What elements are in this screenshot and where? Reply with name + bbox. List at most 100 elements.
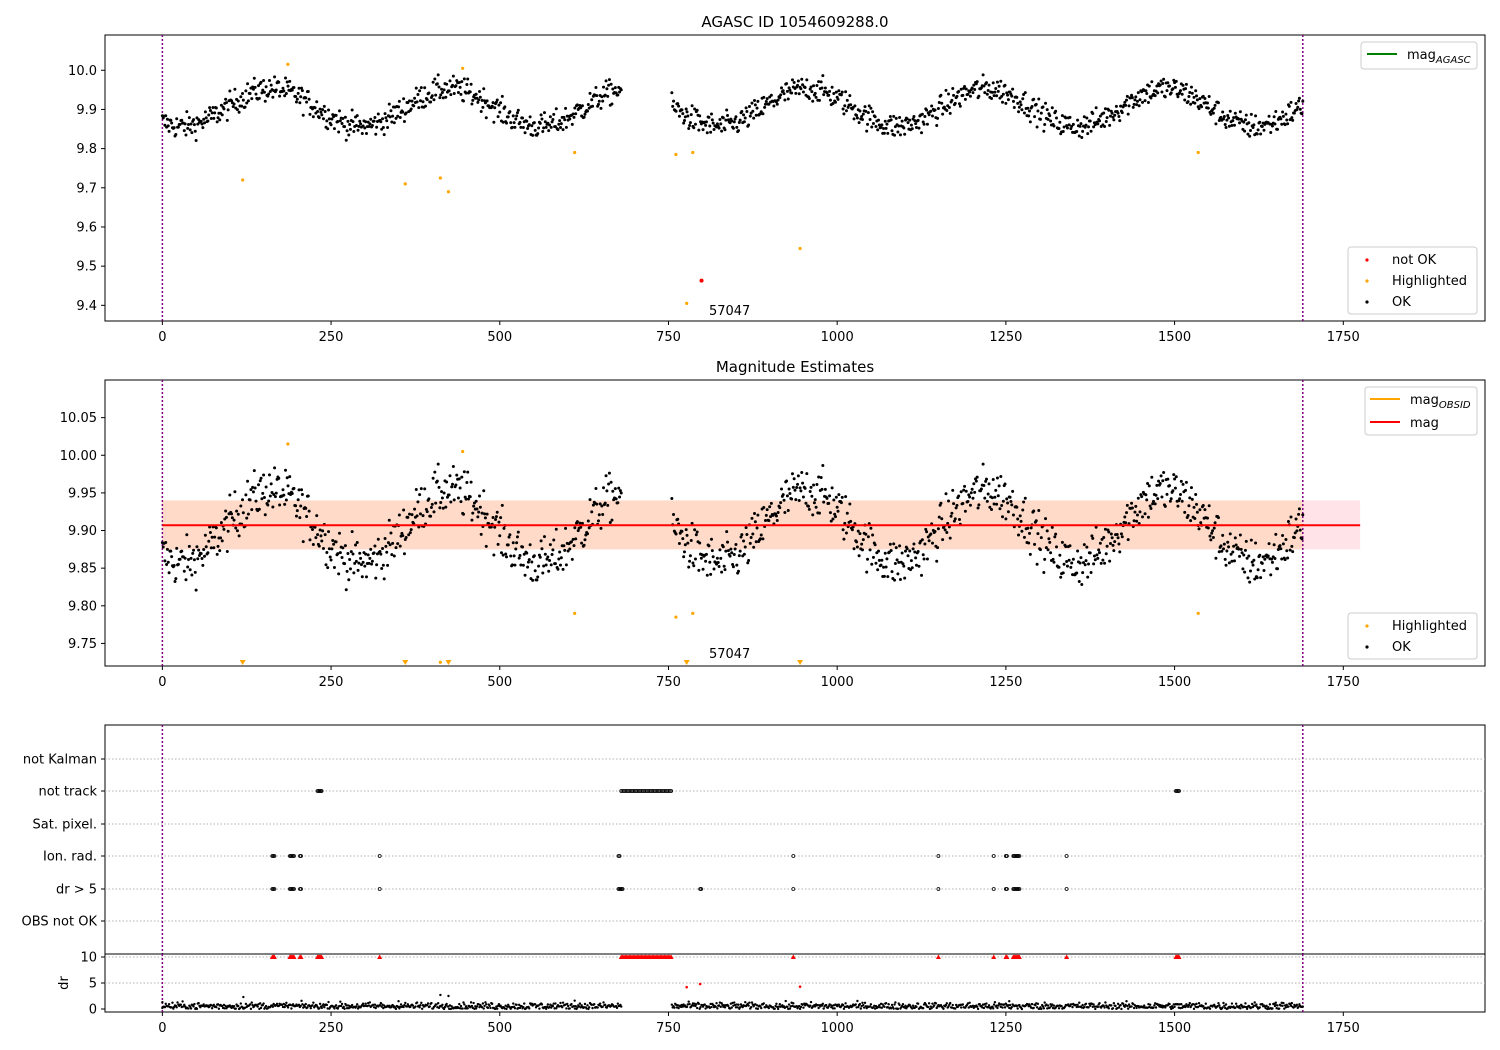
ok-point xyxy=(831,517,835,521)
ok-point xyxy=(1203,508,1207,512)
dr-point xyxy=(1250,1002,1254,1006)
ok-point xyxy=(440,490,444,494)
ok-point xyxy=(521,126,525,130)
dr-point xyxy=(1028,1003,1031,1006)
ok-point xyxy=(262,473,266,477)
x-tick-label: 1500 xyxy=(1158,1021,1191,1036)
ok-point xyxy=(1113,113,1117,117)
ok-point xyxy=(482,87,486,91)
ok-point xyxy=(527,123,531,127)
dr-point xyxy=(857,1005,860,1009)
dr-point xyxy=(578,1002,582,1005)
dr-point xyxy=(212,1003,216,1007)
ok-point xyxy=(908,549,912,553)
estimates-annotation: 57047 xyxy=(709,647,750,662)
ok-point xyxy=(1207,504,1211,508)
ok-point xyxy=(1144,89,1148,93)
ok-point xyxy=(889,118,893,122)
ok-point xyxy=(767,102,771,106)
ok-point xyxy=(396,542,400,546)
ok-point xyxy=(174,577,178,581)
ok-point xyxy=(855,113,859,117)
ok-point xyxy=(870,562,874,566)
ok-point xyxy=(955,94,959,98)
ok-point xyxy=(916,118,920,122)
ok-point xyxy=(905,117,909,121)
ok-point xyxy=(855,540,859,544)
ok-point xyxy=(1017,110,1021,114)
dr-point xyxy=(1285,1003,1288,1007)
ok-point xyxy=(1195,98,1199,102)
dr-point xyxy=(1132,1002,1135,1006)
ok-point xyxy=(559,122,563,126)
ok-point xyxy=(376,537,380,541)
dr-point xyxy=(342,1005,345,1009)
ok-point xyxy=(284,76,288,80)
ok-point xyxy=(175,546,179,550)
ok-point xyxy=(1256,128,1260,132)
ok-point xyxy=(364,120,368,124)
highlighted-below-marker xyxy=(402,660,409,665)
ok-point xyxy=(435,479,439,483)
ok-point xyxy=(604,79,608,83)
ok-point xyxy=(203,554,207,558)
dr-point xyxy=(264,1004,268,1008)
ok-point xyxy=(936,116,940,120)
ok-point xyxy=(1258,553,1262,557)
dr-point xyxy=(283,1005,286,1009)
ok-point xyxy=(858,109,862,113)
ok-point xyxy=(1112,118,1116,122)
dr-point xyxy=(420,1007,424,1010)
ok-point xyxy=(968,94,972,98)
dr-point xyxy=(809,1000,813,1004)
dr-point xyxy=(546,1003,550,1006)
dr-point xyxy=(931,1002,934,1005)
dr-point xyxy=(590,1003,593,1006)
ok-point xyxy=(521,563,525,567)
ok-point xyxy=(457,81,461,85)
ok-point xyxy=(444,95,448,99)
ok-point xyxy=(726,540,730,544)
flag-marker xyxy=(272,854,277,858)
ok-point xyxy=(999,79,1003,83)
ok-point xyxy=(1043,557,1047,561)
ok-point xyxy=(459,500,463,504)
ok-point xyxy=(281,86,285,90)
ok-point xyxy=(776,98,780,102)
dr-point xyxy=(373,1003,377,1006)
ok-point xyxy=(1127,104,1131,108)
ok-point xyxy=(947,92,951,96)
ok-point xyxy=(1181,83,1185,87)
ok-point xyxy=(192,548,196,552)
dr-point xyxy=(1104,1001,1107,1004)
flag-marker xyxy=(936,887,941,891)
ok-point xyxy=(603,93,607,97)
ok-point xyxy=(848,94,852,98)
highlighted-below-marker xyxy=(445,660,452,665)
ok-point xyxy=(315,514,319,518)
dr-point xyxy=(1063,1005,1067,1009)
ok-point xyxy=(719,556,723,560)
ok-point xyxy=(1018,514,1022,518)
ok-point xyxy=(575,103,579,107)
dr-point xyxy=(574,1004,577,1008)
ok-point xyxy=(1193,101,1197,105)
ok-point xyxy=(817,80,821,84)
ok-point xyxy=(927,539,931,543)
ok-point xyxy=(272,492,276,496)
ok-point xyxy=(886,575,890,579)
ok-point xyxy=(992,94,996,98)
ok-point xyxy=(731,126,735,130)
dr-point xyxy=(367,1004,371,1007)
ok-point xyxy=(1078,124,1082,128)
ok-point xyxy=(322,104,326,108)
ok-point xyxy=(361,560,365,564)
ok-point xyxy=(166,560,170,564)
x-tick-label: 1250 xyxy=(989,675,1022,690)
ok-point xyxy=(1107,530,1111,534)
ok-point xyxy=(389,109,393,113)
ok-point xyxy=(1108,541,1112,545)
ok-point xyxy=(753,520,757,524)
ok-point xyxy=(554,527,558,531)
ok-point xyxy=(509,554,513,558)
